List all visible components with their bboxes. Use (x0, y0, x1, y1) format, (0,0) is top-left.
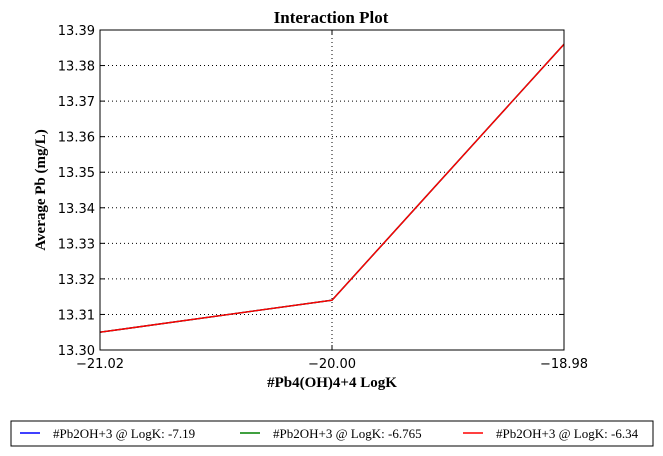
legend-label: #Pb2OH+3 @ LogK: -6.765 (273, 426, 422, 441)
series-line-3 (99, 43, 565, 333)
axis-ticks: 13.30 13.31 13.32 13.33 13.34 13.35 13.36 13.37… (58, 24, 588, 372)
x-tick-label: −20.00 (308, 357, 356, 372)
series-line-1 (99, 43, 565, 333)
chart-title: Interaction Plot (274, 8, 389, 27)
y-tick-label: 13.37 (58, 95, 95, 110)
series-line-2 (99, 43, 565, 333)
y-tick-label: 13.38 (58, 60, 95, 75)
y-tick-label: 13.31 (58, 308, 95, 323)
x-tick-label: −18.98 (540, 357, 588, 372)
y-tick-label: 13.35 (58, 166, 95, 181)
y-tick-label: 13.39 (58, 24, 95, 39)
y-tick-label: 13.33 (58, 237, 95, 252)
x-tick-label: −21.02 (76, 357, 124, 372)
y-axis-label: Average Pb (mg/L) (33, 129, 49, 250)
y-tick-label: 13.32 (58, 273, 95, 288)
y-tick-label: 13.30 (58, 344, 95, 359)
legend-label: #Pb2OH+3 @ LogK: -6.34 (496, 426, 639, 441)
y-tick-label: 13.34 (58, 202, 95, 217)
grid-lines (100, 30, 564, 350)
legend-box (10, 420, 654, 447)
y-tick-label: 13.36 (58, 131, 95, 146)
legend: #Pb2OH+3 @ LogK: -7.19 #Pb2OH+3 @ LogK: -… (20, 426, 639, 441)
x-axis-label: #Pb4(OH)4+4 LogK (267, 375, 397, 391)
series-lines (99, 43, 565, 333)
legend-label: #Pb2OH+3 @ LogK: -7.19 (53, 426, 195, 441)
